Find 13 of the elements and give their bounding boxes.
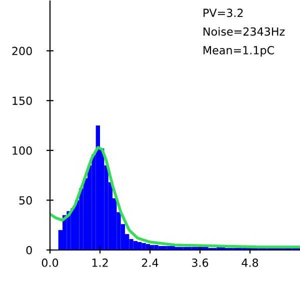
x-tick-label: 4.8 xyxy=(242,258,258,267)
annotation: Mean=1.1pC xyxy=(204,46,274,57)
y-tick-label: 150 xyxy=(12,96,32,105)
y-tick-label: 0 xyxy=(26,246,32,254)
annotation: PV=3.2 xyxy=(204,8,243,18)
y-tick-label: 200 xyxy=(12,46,32,56)
x-tick-label: 1.2 xyxy=(92,258,108,267)
y-tick-label: 100 xyxy=(12,146,32,155)
annotation: Noise=2343Hz xyxy=(204,27,285,36)
y-tick-label: 50 xyxy=(19,196,32,205)
x-tick-label: 0.0 xyxy=(42,258,58,267)
x-tick-label: 2.4 xyxy=(142,258,158,267)
x-tick-label: 3.6 xyxy=(192,258,208,267)
